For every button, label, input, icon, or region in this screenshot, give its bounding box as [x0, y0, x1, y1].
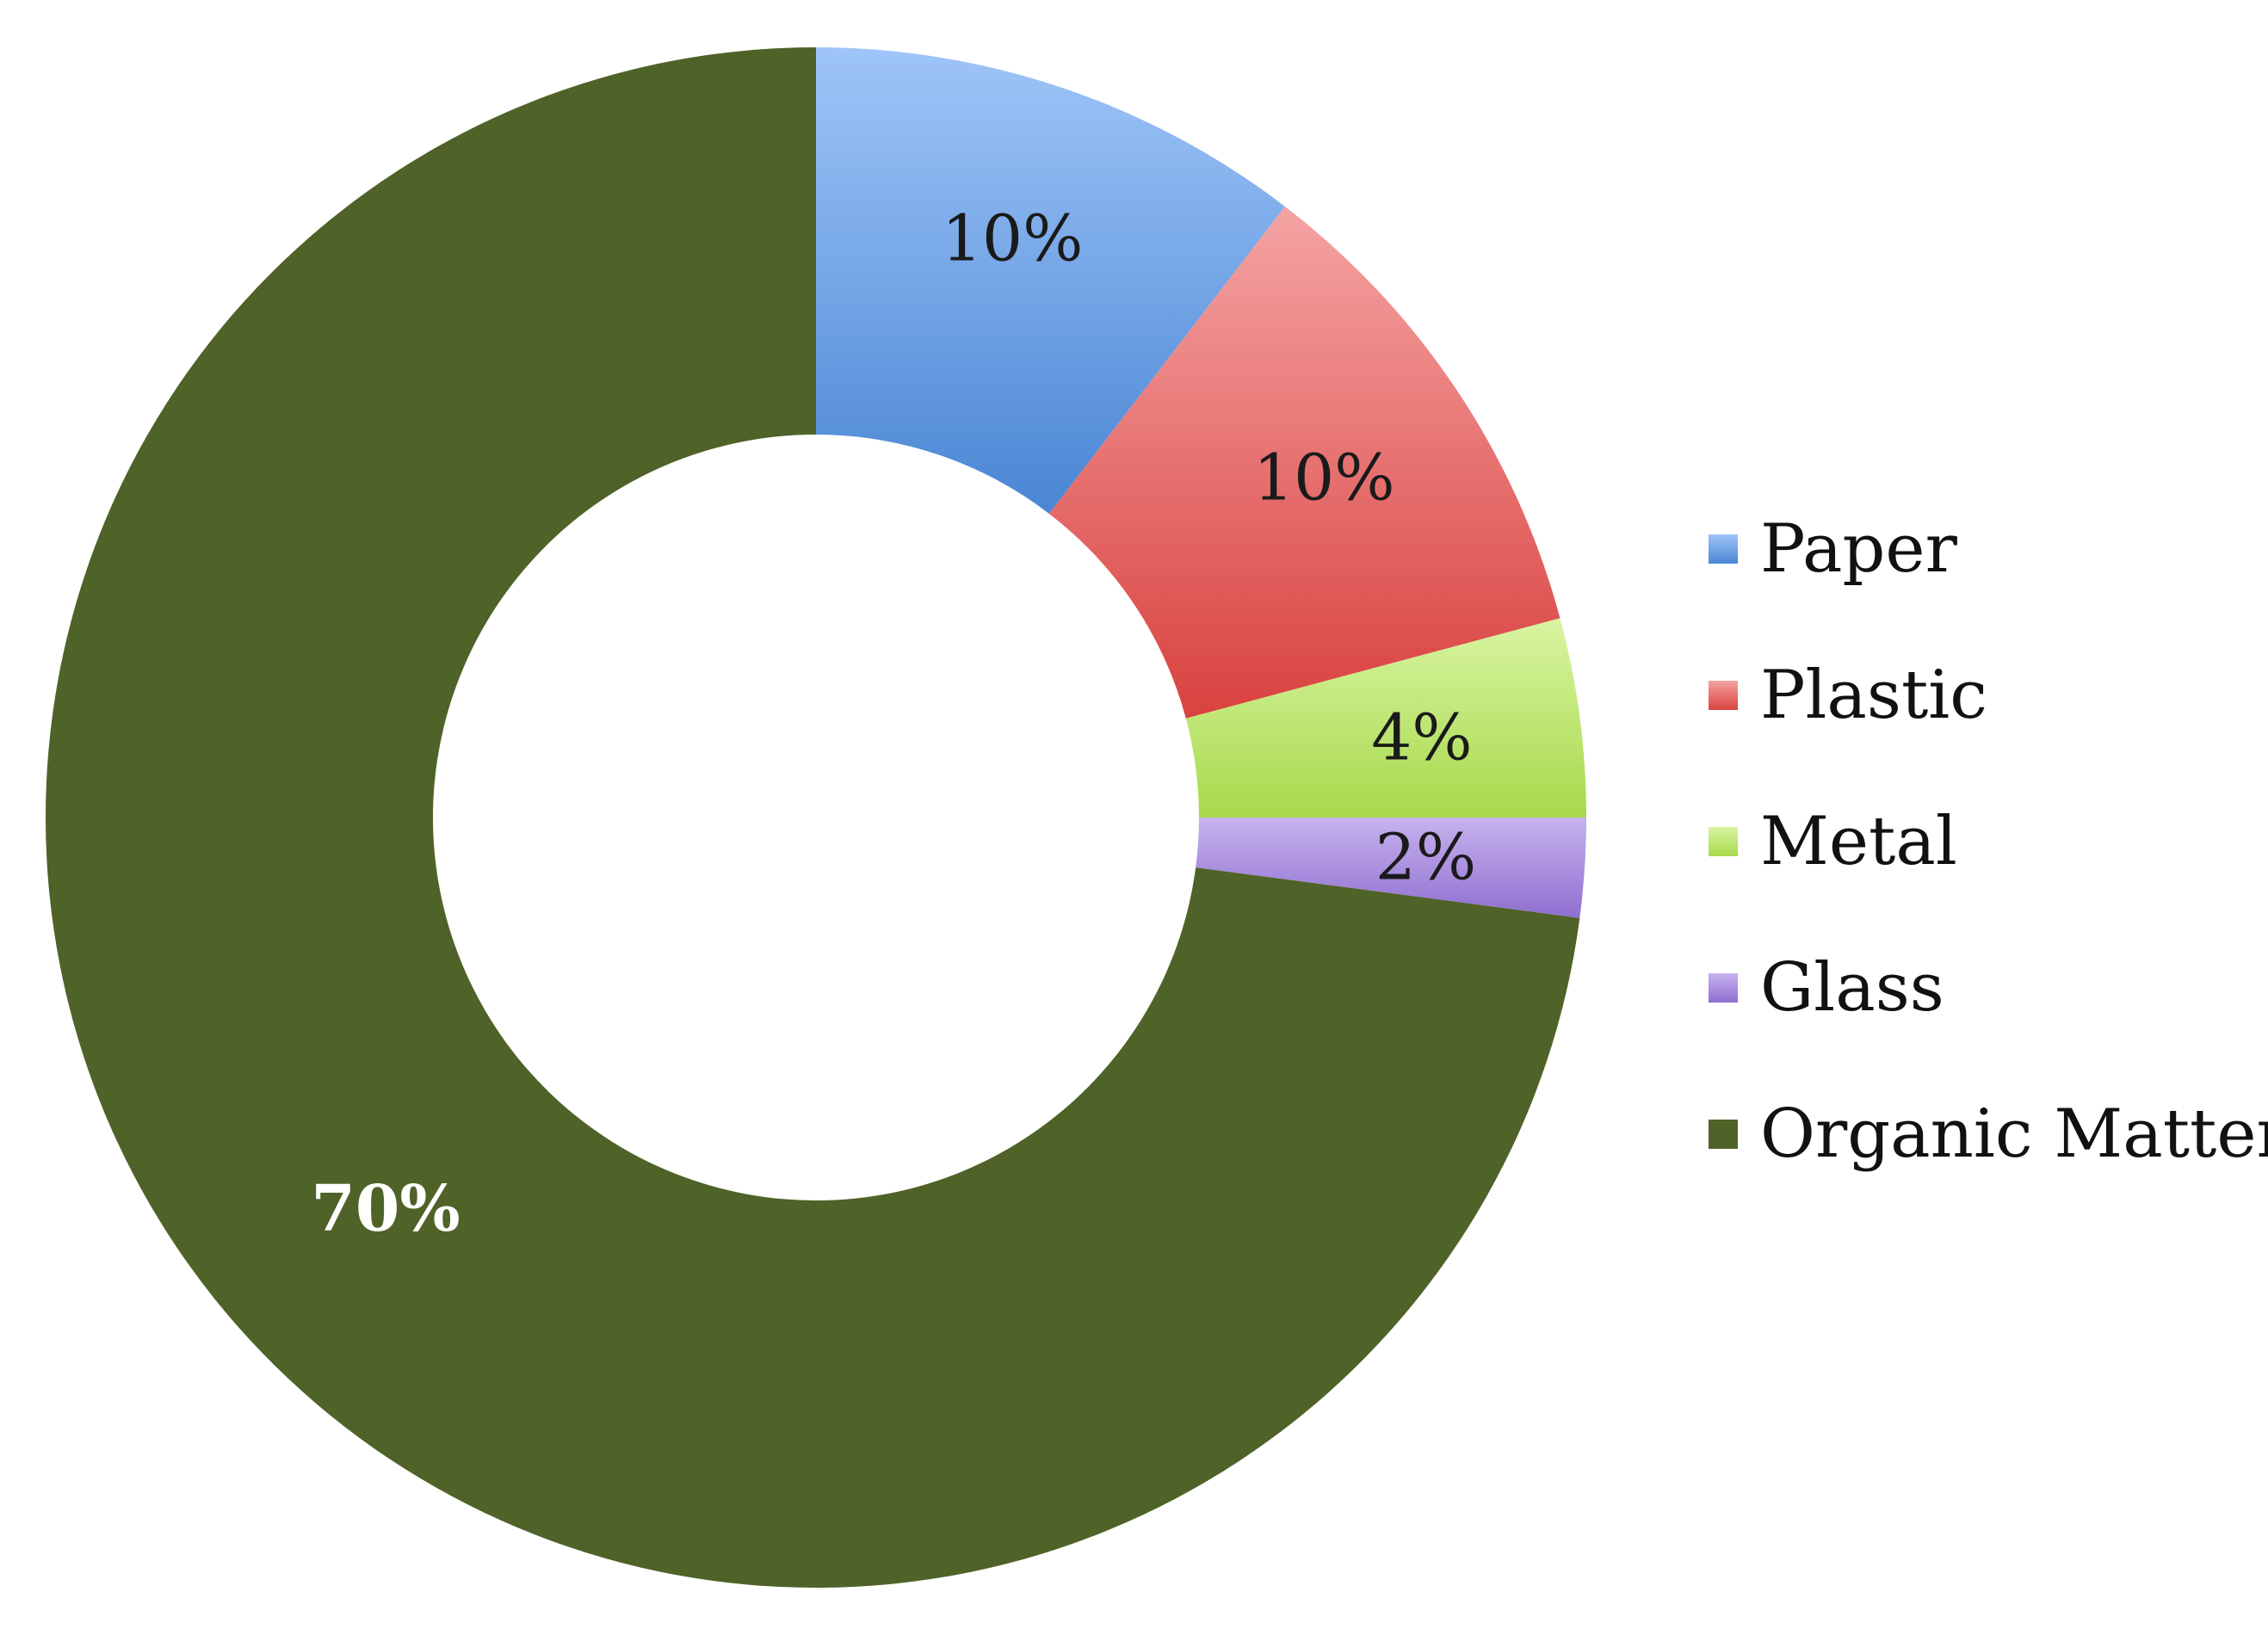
legend-label-glass: Glass: [1760, 949, 1944, 1027]
data-label-metal: 4%: [1371, 700, 1472, 774]
legend-swatch-organic-matter: [1709, 1120, 1738, 1149]
legend-item-paper: Paper: [1709, 510, 1958, 588]
legend-label-organic-matter: Organic Matter: [1760, 1095, 2268, 1173]
legend-item-metal: Metal: [1709, 803, 1957, 880]
data-label-organic-matter: 70%: [311, 1172, 460, 1246]
legend-swatch-glass: [1709, 973, 1738, 1003]
legend-swatch-plastic: [1709, 681, 1738, 710]
slice-glass: [1196, 818, 1586, 918]
slice-paper: [816, 47, 1285, 514]
legend-swatch-paper: [1709, 534, 1738, 564]
legend: Paper Plastic Metal Glass Organic Matter: [1709, 510, 2268, 1173]
legend-item-plastic: Plastic: [1709, 657, 1987, 734]
legend-label-plastic: Plastic: [1760, 657, 1987, 734]
legend-swatch-metal: [1709, 827, 1738, 856]
data-label-plastic: 10%: [1253, 441, 1394, 515]
slice-metal: [1185, 618, 1586, 818]
legend-item-organic-matter: Organic Matter: [1709, 1095, 2268, 1173]
slice-organic-matter: [45, 47, 1580, 1589]
data-label-paper: 10%: [942, 202, 1083, 276]
legend-label-metal: Metal: [1760, 803, 1957, 880]
legend-item-glass: Glass: [1709, 949, 1944, 1027]
slice-plastic: [1048, 206, 1560, 719]
data-label-glass: 2%: [1375, 820, 1476, 894]
legend-label-paper: Paper: [1760, 510, 1958, 588]
slice-labels-group: 10% 10% 4% 2% 70%: [311, 202, 1476, 1246]
slices-group: [45, 47, 1586, 1589]
